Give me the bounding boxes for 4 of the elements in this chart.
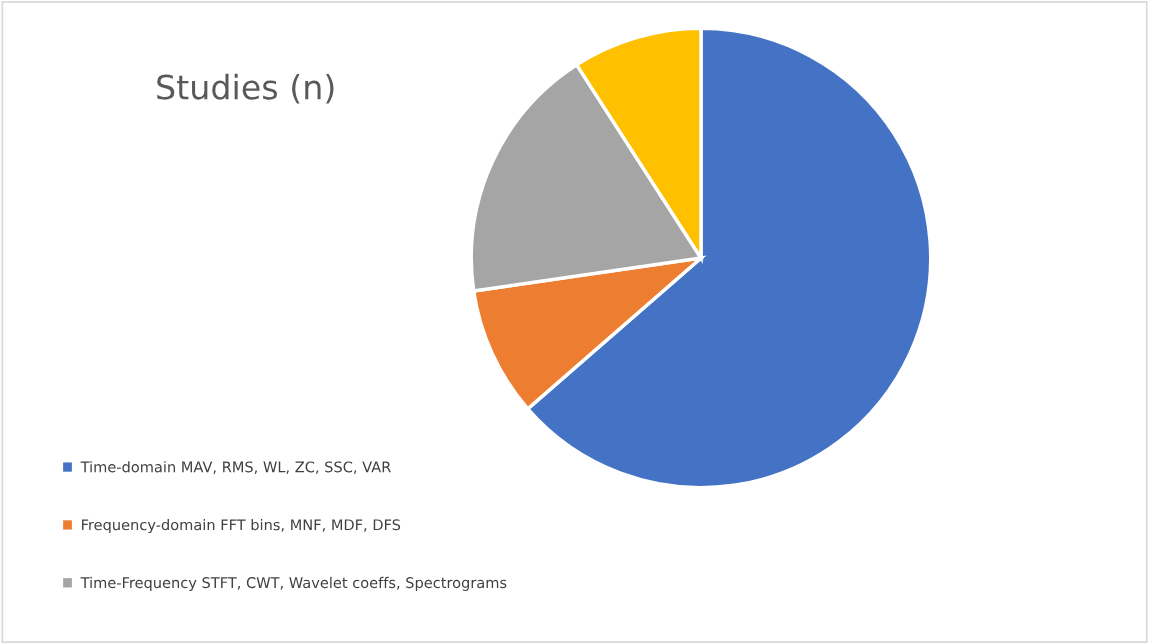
legend-label: Time-domain MAV, RMS, WL, ZC, SSC, VAR [80,461,391,474]
text: Studies (n) [157,73,334,104]
legend-label: Frequency-domain FFT bins, MNF, MDF, DFS [82,518,401,534]
legend-label: Time-Frequency STFT, CWT, Wavelet coeffs, Spectrograms [80,576,507,591]
